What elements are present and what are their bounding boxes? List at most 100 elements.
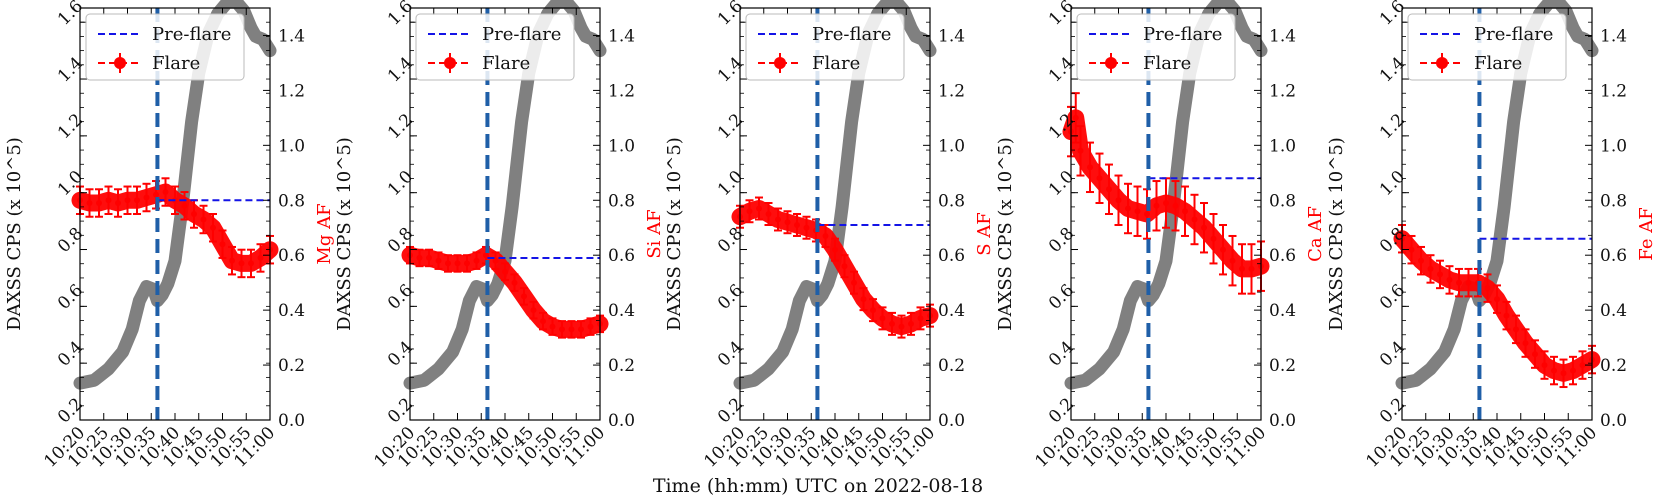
flare-point <box>794 222 800 228</box>
flare-point <box>416 254 423 261</box>
flare-point <box>756 205 762 212</box>
ylabel-left: DAXSS CPS (x 10^5) <box>664 137 685 331</box>
flare-point <box>96 200 102 206</box>
flare-point <box>181 202 188 209</box>
ylabel-right: Si AF <box>644 209 665 258</box>
ytick-label-left: 1.4 <box>1376 53 1409 86</box>
ytick-label-left: 0.8 <box>54 224 87 257</box>
ytick-label-right: 0.8 <box>278 191 305 211</box>
legend-flare-marker <box>1105 57 1117 69</box>
ytick-label-left: 0.8 <box>1045 224 1078 257</box>
flare-point <box>1418 257 1424 264</box>
ytick-label-left: 0.4 <box>1376 337 1409 370</box>
ytick-label-right: 0.8 <box>1600 191 1627 211</box>
legend: Pre-flare Flare <box>415 13 575 81</box>
ytick-label-left: 0.6 <box>384 281 417 314</box>
figure-xlabel: Time (hh:mm) UTC on 2022-08-18 <box>653 475 983 497</box>
ytick-label-right: 1.2 <box>938 81 965 101</box>
flare-point <box>511 279 518 286</box>
ytick-label-left: 0.6 <box>1376 281 1409 314</box>
panel-2: 0.20.40.60.81.01.21.41.60.00.20.40.60.81… <box>334 0 665 472</box>
ytick-label-left: 1.2 <box>384 110 417 143</box>
flare-point <box>870 307 876 314</box>
legend-label: Flare <box>152 53 200 74</box>
ytick-label-left: 1.6 <box>384 0 417 30</box>
ytick-label-right: 0.6 <box>608 246 635 266</box>
flare-point <box>464 260 470 267</box>
flare-point <box>908 320 914 327</box>
flare-point <box>257 254 264 261</box>
flare-point <box>559 326 565 333</box>
flare-point <box>473 257 480 264</box>
ytick-label-left: 1.6 <box>1376 0 1409 30</box>
panel-3: 0.20.40.60.81.01.21.41.60.00.20.40.60.81… <box>664 0 995 472</box>
ytick-label-right: 0.0 <box>1269 411 1296 431</box>
ytick-label-right: 1.0 <box>1600 136 1627 156</box>
legend: Pre-flare Flare <box>1407 13 1567 81</box>
flare-point <box>822 233 829 239</box>
flare-point <box>530 307 537 314</box>
flare-point <box>248 260 254 267</box>
ytick-label-right: 1.4 <box>1269 26 1296 46</box>
flare-point <box>540 318 546 325</box>
ylabel-left: DAXSS CPS (x 10^5) <box>4 137 25 331</box>
ytick-label-right: 0.6 <box>938 246 965 266</box>
flare-point <box>1125 205 1131 212</box>
flare-point <box>746 208 753 215</box>
ytick-label-left: 0.4 <box>1045 337 1078 370</box>
flare-point <box>1096 175 1103 182</box>
ytick-label-left: 0.4 <box>384 337 417 370</box>
flare-point <box>1248 265 1255 272</box>
ytick-label-right: 0.4 <box>1269 301 1296 321</box>
legend: Pre-flare Flare <box>85 13 245 81</box>
flare-point <box>1570 367 1576 374</box>
flare-point <box>898 323 905 330</box>
flare-point <box>765 211 772 217</box>
flare-point <box>1144 211 1150 217</box>
flare-point <box>1210 235 1217 242</box>
flare-af-band <box>401 246 609 338</box>
flare-point <box>219 241 226 248</box>
flare-point <box>1522 340 1529 347</box>
ytick-label-right: 0.6 <box>278 246 305 266</box>
ylabel-right: Mg AF <box>314 203 335 264</box>
ytick-label-right: 1.0 <box>938 136 965 156</box>
flare-point <box>454 260 461 267</box>
ytick-label-right: 0.2 <box>278 356 305 376</box>
flare-point <box>1427 265 1434 272</box>
ytick-label-left: 1.0 <box>384 167 417 200</box>
ytick-label-right: 1.0 <box>1269 136 1296 156</box>
flare-point <box>1532 351 1538 358</box>
legend-flare-marker <box>114 57 126 69</box>
daxss-curve <box>403 0 607 390</box>
ytick-label-right: 0.2 <box>1269 356 1296 376</box>
flare-af-band <box>1062 109 1270 278</box>
ytick-label-right: 1.2 <box>278 81 305 101</box>
ytick-label-left: 0.4 <box>714 337 747 370</box>
ytick-label-left: 0.4 <box>54 337 87 370</box>
legend-label: Flare <box>1143 53 1191 74</box>
flare-point <box>1551 367 1557 374</box>
flare-point <box>1115 197 1122 204</box>
ytick-label-right: 0.2 <box>608 356 635 376</box>
flare-point <box>832 246 838 253</box>
ytick-label-left: 1.4 <box>384 53 417 86</box>
legend-flare-marker <box>774 57 786 69</box>
flare-point <box>1191 216 1198 223</box>
ytick-label-right: 0.2 <box>1600 356 1627 376</box>
flare-point <box>1503 312 1510 319</box>
ytick-label-right: 0.0 <box>938 411 965 431</box>
flare-point <box>917 315 924 322</box>
flare-point <box>587 323 594 330</box>
ylabel-right: S AF <box>974 212 995 256</box>
daxss-curve <box>1395 0 1599 390</box>
flare-point <box>1446 276 1453 283</box>
ytick-label-right: 0.0 <box>1600 411 1627 431</box>
ytick-label-left: 0.2 <box>1376 394 1409 427</box>
panel-5: 0.20.40.60.81.01.21.41.60.00.20.40.60.81… <box>1326 0 1657 472</box>
ytick-label-left: 1.2 <box>1376 110 1409 143</box>
ytick-label-left: 1.2 <box>714 110 747 143</box>
flare-point <box>191 211 197 217</box>
ytick-label-left: 0.6 <box>54 281 87 314</box>
flare-point <box>143 194 150 201</box>
